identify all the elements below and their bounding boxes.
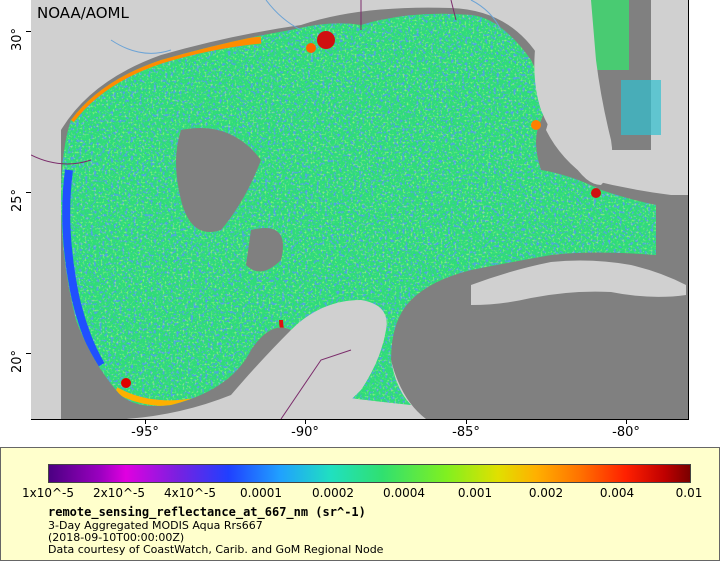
- colorbar-label: 0.01: [675, 486, 703, 500]
- y-tickmark: [26, 31, 31, 32]
- data-courtesy: Data courtesy of CoastWatch, Carib. and …: [48, 543, 384, 556]
- river-3: [470, 0, 502, 31]
- border-us-states: [360, 0, 457, 30]
- colorbar-label: 0.002: [528, 486, 564, 500]
- colorbar-label: 4x10^-5: [163, 486, 217, 500]
- x-tick-label: -80°: [612, 425, 640, 440]
- yucatan: [271, 300, 387, 419]
- gulf-map: [31, 0, 688, 419]
- coastal-high-north: [68, 36, 262, 123]
- atlantic-data-2: [621, 80, 661, 135]
- legend-panel: 1x10^-5 2x10^-5 4x10^-5 0.0001 0.0002 0.…: [0, 447, 720, 561]
- credit-label: NOAA/AOML: [37, 4, 129, 22]
- x-tickmark: [305, 419, 306, 424]
- hotspot-keys: [591, 188, 601, 198]
- colorbar-label: 1x10^-5: [21, 486, 75, 500]
- x-tick-label: -90°: [291, 425, 319, 440]
- border-mex-us: [31, 154, 92, 165]
- colorbar-label: 0.0002: [312, 486, 354, 500]
- colorbar-label: 2x10^-5: [92, 486, 146, 500]
- y-tick-label: 30°: [10, 27, 25, 51]
- data-gap-center: [246, 228, 283, 272]
- river-2: [265, 0, 302, 31]
- cuba: [471, 260, 686, 305]
- data-gap-west: [176, 128, 261, 232]
- map-area[interactable]: NOAA/AOML: [31, 0, 689, 420]
- colorbar: [48, 464, 691, 483]
- border-mex-guat: [280, 349, 352, 419]
- x-tick-label: -95°: [131, 425, 159, 440]
- colorbar-label: 0.001: [457, 486, 493, 500]
- coastal-high-west: [62, 169, 105, 368]
- y-tickmark: [26, 192, 31, 193]
- river-1: [110, 39, 172, 54]
- product-name: 3-Day Aggregated MODIS Aqua Rrs667: [48, 519, 263, 532]
- variable-name: remote_sensing_reflectance_at_667_nm (sr…: [48, 505, 366, 519]
- hotspot-mississippi: [317, 31, 335, 49]
- colorbar-label: 0.004: [599, 486, 635, 500]
- x-tickmark: [145, 419, 146, 424]
- x-tickmark: [466, 419, 467, 424]
- y-tick-label: 20°: [10, 349, 25, 373]
- product-date: (2018-09-10T00:00:00Z): [48, 531, 185, 544]
- y-tickmark: [26, 353, 31, 354]
- florida: [534, 0, 613, 185]
- x-tickmark: [626, 419, 627, 424]
- colorbar-label: 0.0004: [383, 486, 425, 500]
- hotspot-florida-west: [531, 120, 541, 130]
- colorbar-label: 0.0001: [240, 486, 282, 500]
- hotspot-mississippi-2: [306, 43, 316, 53]
- hotspot-bay: [121, 378, 131, 388]
- y-tick-label: 25°: [10, 188, 25, 212]
- x-tick-label: -85°: [452, 425, 480, 440]
